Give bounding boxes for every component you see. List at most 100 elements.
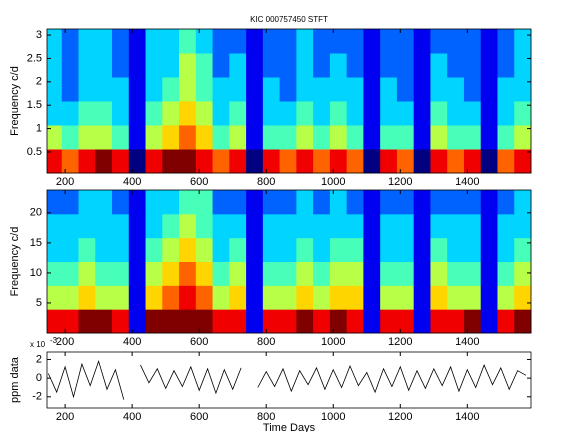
heatmap-cell [430,53,448,78]
heatmap-cell [279,261,297,286]
heatmap-cell [128,261,147,286]
heatmap-cell [95,285,113,310]
heatmap-cell [463,101,482,126]
heatmap-cell [212,190,230,215]
heatmap-cell [413,77,431,102]
heatmap-cell [514,309,532,334]
heatmap-cell [112,101,130,126]
heatmap-cell [480,29,498,54]
heatmap-cell [514,101,532,126]
heatmap-cell [380,53,398,78]
heatmap-cell [112,309,130,334]
heatmap-cell [497,29,515,54]
heatmap-cell [396,285,415,310]
heatmap-cell [179,77,197,102]
heatmap-cell [363,190,381,215]
heatmap-cell [162,29,180,54]
heatmap-cell [78,125,96,150]
heatmap-cell [95,29,113,54]
heatmap-cell [346,309,364,334]
heatmap-cell [380,77,398,102]
heatmap-cell [246,53,264,78]
heatmap-cell [413,101,431,126]
heatmap-cell [145,125,163,150]
y-tick-label: 0 [36,372,42,384]
heatmap-cell [514,29,532,54]
heatmap-cell [246,125,264,150]
heatmap-cell [145,149,163,174]
heatmap-cell [346,29,364,54]
heatmap-cell [162,237,180,262]
heatmap-cell [78,309,96,334]
heatmap-cell [363,77,381,102]
heatmap-cell [279,125,297,150]
x-tick-label: 1000 [321,336,345,348]
heatmap-cell [346,53,364,78]
heatmap-cell [112,261,130,286]
heatmap-cell [497,213,515,239]
heatmap-cell [497,309,515,334]
heatmap-cell [396,101,415,126]
heatmap-cell [380,125,398,150]
heatmap-cell [480,101,498,126]
heatmap-cell [346,77,364,102]
heatmap-cell [329,237,348,262]
heatmap-cell [497,149,515,174]
heatmap-cell [363,213,381,239]
heatmap-cell [95,190,113,215]
heatmap-cell [447,190,465,215]
y-tick-label: 5 [36,297,42,309]
heatmap-cell [396,125,415,150]
heatmap-cell [497,285,515,310]
heatmap-cell [447,77,465,102]
heatmap-cell [463,309,482,334]
heatmap-cell [195,309,214,334]
heatmap-cell [246,149,264,174]
heatmap-cell [413,285,431,310]
heatmap-cell [179,309,197,334]
heatmap-cell [78,285,96,310]
heatmap-cell [95,237,113,262]
y-tick-label: 2.5 [27,52,42,64]
heatmap-cell [430,213,448,239]
heatmap-cell [78,77,96,102]
x-tick-label: 400 [123,411,141,423]
heatmap-cell [229,29,247,54]
heatmap-cell [145,101,163,126]
heatmap-cell [112,125,130,150]
y-tick-label: 0.5 [27,146,42,158]
heatmap-cell [430,261,448,286]
heatmap-cell [95,309,113,334]
heatmap-cell [447,309,465,334]
heatmap-cell [430,77,448,102]
heatmap-cell [262,125,281,150]
heatmap-cell [179,237,197,262]
heatmap-cell [78,53,96,78]
heatmap-cell [396,237,415,262]
heatmap-cell [262,285,281,310]
heatmap-cell [179,53,197,78]
heatmap-cell [145,309,163,334]
x-tick-label: 800 [257,176,275,188]
heatmap-cell [497,53,515,78]
heatmap-cell [78,29,96,54]
heatmap-cell [195,285,214,310]
heatmap-cell [346,101,364,126]
heatmap-cell [128,53,147,78]
heatmap-cell [363,101,381,126]
heatmap-cell [313,261,331,286]
heatmap-cell [246,101,264,126]
heatmap-cell [78,213,96,239]
heatmap-cell [380,285,398,310]
heatmap-cell [112,53,130,78]
heatmap-cell [480,213,498,239]
heatmap-cell [313,149,331,174]
y-tick-label: -2 [32,391,42,403]
heatmap-cell [463,53,482,78]
heatmap-cell [296,53,314,78]
heatmap-cell [463,125,482,150]
heatmap-cell [47,125,63,150]
heatmap-cell [279,29,297,54]
heatmap-cell [61,190,80,215]
heatmap-cell [313,285,331,310]
